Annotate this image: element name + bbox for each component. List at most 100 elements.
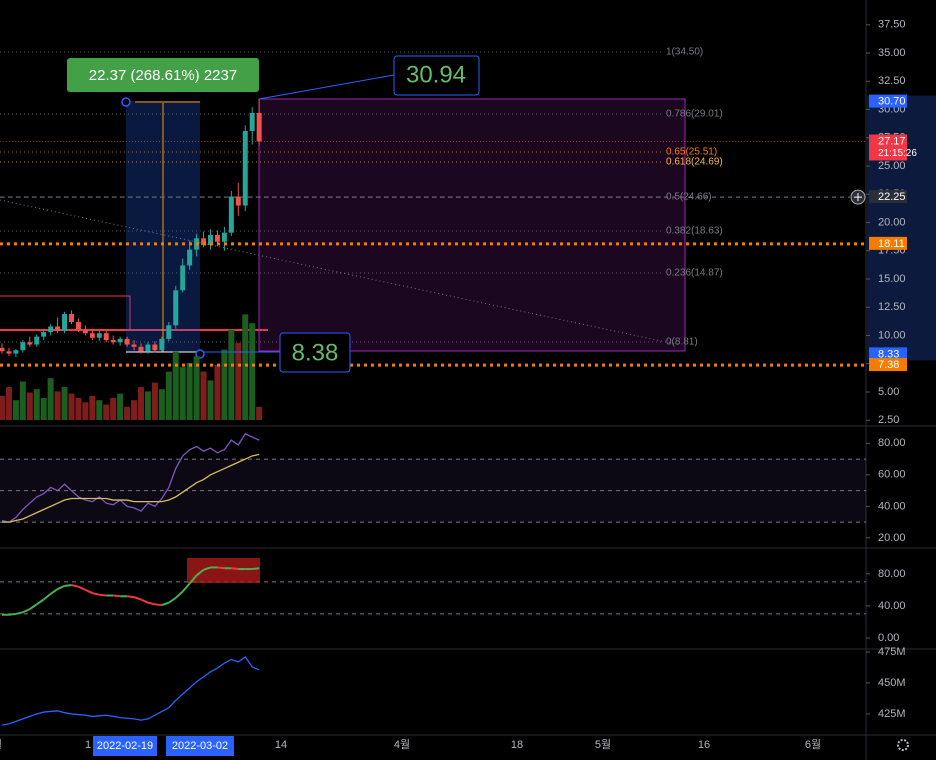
oscillator-segment: [92, 592, 100, 596]
volume-bar: [117, 393, 124, 420]
candle-body: [173, 290, 179, 326]
volume-bar: [40, 398, 47, 420]
candle-body: [55, 326, 61, 331]
x-tick-label: 5월: [595, 738, 611, 751]
x-tick-label: 16: [698, 739, 710, 751]
y-tick-label: 40.00: [878, 500, 906, 512]
volume-bar: [165, 371, 172, 420]
volume-bar: [12, 400, 19, 420]
x-tick-label: 14: [275, 739, 287, 751]
volume-bar: [158, 389, 165, 420]
volume-bar: [68, 393, 75, 420]
settings-icon[interactable]: [897, 739, 909, 751]
oscillator-segment: [168, 597, 177, 604]
volume-bar: [33, 389, 40, 420]
volume-bar: [138, 387, 144, 420]
x-tick-label: 4월: [394, 738, 410, 751]
oscillator-segment: [175, 590, 184, 599]
candle-body: [41, 332, 47, 337]
candle-body: [48, 326, 54, 333]
price-tag: [869, 94, 907, 108]
fib-label: 0.65(25.51): [666, 147, 717, 158]
candle-body: [34, 336, 40, 345]
y-tick-label: 20.00: [878, 216, 906, 228]
x-tick-label: 18: [511, 739, 523, 751]
volume-bar: [5, 387, 12, 420]
oscillator-segment: [57, 584, 65, 590]
volume-bar: [144, 391, 151, 420]
candle-body: [124, 338, 130, 345]
candle-body: [138, 346, 144, 352]
y-tick-label: 450M: [878, 677, 906, 689]
oscillator-segment: [126, 595, 135, 599]
oscillator-segment: [78, 585, 86, 591]
volume-bar: [228, 329, 235, 420]
volume-bar: [131, 400, 138, 420]
volume-bar: [200, 371, 207, 420]
oscillator-segment: [140, 598, 149, 604]
y-tick-label: 80.00: [878, 437, 906, 449]
countdown: 21:15:26: [878, 148, 917, 159]
price-tag-label: 18.11: [878, 238, 905, 250]
volume-bar: [172, 351, 179, 420]
volume-bar: [54, 391, 61, 420]
date-label: 2022-03-02: [172, 740, 228, 752]
price-tag: [869, 190, 907, 204]
y-tick-label: 0.00: [878, 632, 899, 644]
measure-label-bg: [67, 58, 259, 92]
volume-bar: [249, 323, 256, 420]
date-highlight: [93, 736, 157, 756]
volume-bar: [47, 378, 54, 420]
oscillator-segment: [71, 584, 79, 588]
candle-body: [82, 329, 88, 334]
oscillator-segment: [15, 611, 24, 615]
price-tag: [869, 358, 907, 372]
candle-body: [235, 196, 241, 206]
fib-label: 0.382(18.63): [666, 226, 723, 237]
candle-body: [256, 112, 262, 142]
volume-bar: [110, 398, 117, 420]
volume-bar: [124, 406, 131, 420]
price-tag-label: 22.25: [878, 191, 906, 203]
oscillator-segment: [29, 603, 38, 610]
volume-bar: [242, 314, 249, 420]
candle-body: [117, 338, 123, 343]
candle-body: [221, 232, 227, 242]
candle-body: [110, 340, 116, 343]
volume-bar: [179, 367, 186, 420]
oscillator-segment: [203, 566, 211, 571]
candle-body: [62, 314, 68, 331]
oscillator-segment: [43, 593, 52, 601]
oscillator-segment: [231, 567, 239, 571]
fib-label: 0(8.81): [666, 337, 698, 348]
volume-bar: [0, 395, 5, 420]
oscillator-segment: [84, 588, 93, 594]
low-label-box: [279, 332, 351, 373]
fib-label: 1(34.50): [666, 47, 703, 58]
candle-body: [166, 325, 172, 339]
candle-body: [145, 344, 151, 352]
handle: [195, 349, 205, 359]
volume-bar: [103, 404, 110, 420]
fib-box: [258, 98, 686, 352]
candle-body: [131, 344, 137, 347]
volume-bar: [19, 381, 26, 420]
oscillator-segment: [217, 566, 225, 570]
volume-bar: [89, 395, 96, 420]
candle-body: [214, 234, 220, 242]
price-tag: [869, 347, 907, 361]
candle-body: [249, 112, 255, 131]
oscillator-segment: [188, 574, 198, 585]
y-tick-label: 5.00: [878, 386, 899, 398]
x-tick-label: 1: [85, 739, 91, 751]
candle-body: [242, 130, 248, 206]
volume-bar: [256, 406, 263, 420]
oscillator-segment: [50, 588, 59, 595]
indicator-line: [1, 656, 260, 726]
candle-body: [0, 347, 5, 352]
volume-bar: [214, 365, 221, 420]
volume-bar: [82, 402, 89, 420]
low-label: 8.38: [292, 339, 339, 366]
volume-bar: [26, 392, 33, 420]
